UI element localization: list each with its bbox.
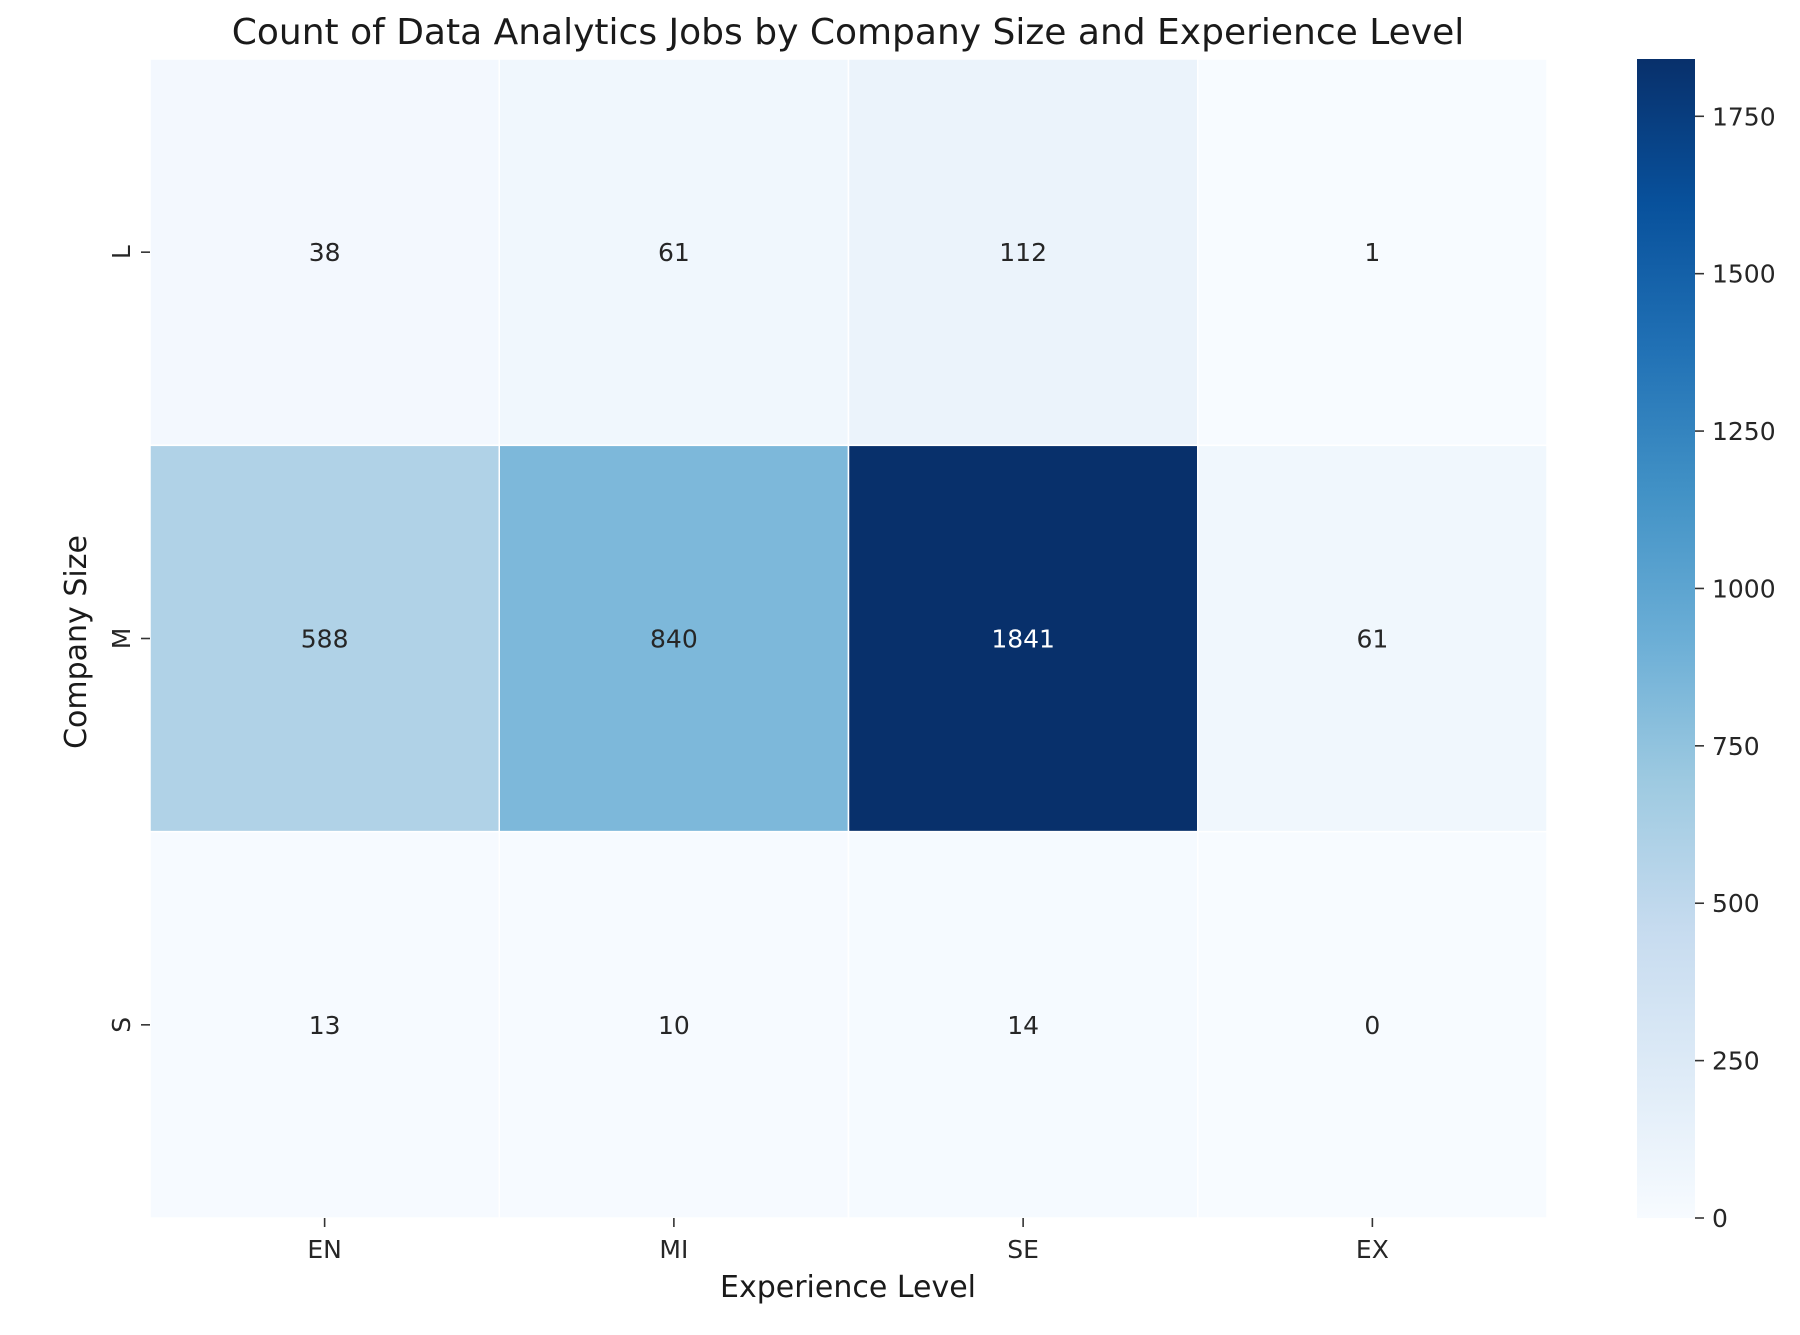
heatmap-cell-L-EN [149,58,500,447]
cell-value-label: 840 [650,625,698,654]
x-tick-label: SE [1007,1235,1039,1264]
cell-value-label: 61 [658,238,690,267]
heatmap-cell-L-SE [847,58,1199,447]
x-tick-label: MI [659,1235,688,1264]
heatmap-cells [149,58,1548,1219]
colorbar-ticks: 0 250 500 750 1000 1250 1500 1750 [1695,102,1776,1233]
y-tick-label: L [107,245,136,259]
cell-value-label: 1 [1364,238,1380,267]
y-axis-label: Company Size [59,535,94,749]
colorbar [1637,59,1695,1218]
heatmap-cell-labels: 38 61 112 1 588 840 1841 61 13 10 14 0 [301,238,1389,1040]
cell-value-label: 588 [301,625,349,654]
colorbar-tick-label: 1500 [1712,260,1776,289]
colorbar-tick-label: 1250 [1712,417,1776,446]
heatmap-cell-L-MI [498,58,850,447]
colorbar-tick-label: 1750 [1712,102,1776,131]
x-tick-label: EN [307,1235,342,1264]
cell-value-label: 1841 [991,625,1055,654]
heatmap-cell-S-EX [1197,830,1548,1219]
x-axis-ticks: EN MI SE EX [307,1218,1389,1264]
chart-title: Count of Data Analytics Jobs by Company … [232,12,1465,53]
heatmap-cell-S-MI [498,830,850,1219]
heatmap-cell-M-EN [149,444,500,833]
heatmap-cell-M-MI [498,444,850,833]
y-axis-ticks: L M S [107,245,150,1033]
colorbar-tick-label: 0 [1712,1204,1728,1233]
heatmap-cell-M-SE [847,444,1199,833]
y-tick-label: S [107,1017,136,1033]
heatmap-cell-L-EX [1197,58,1548,447]
cell-value-label: 10 [658,1011,690,1040]
heatmap-cell-M-EX [1197,444,1548,833]
cell-value-label: 38 [309,238,341,267]
cell-value-label: 112 [999,238,1047,267]
cell-value-label: 0 [1364,1011,1380,1040]
colorbar-tick-label: 250 [1712,1047,1760,1076]
cell-value-label: 13 [309,1011,341,1040]
cell-value-label: 61 [1356,625,1388,654]
y-tick-label: M [107,628,136,650]
x-tick-label: EX [1356,1235,1389,1264]
colorbar-tick-label: 1000 [1712,574,1776,603]
colorbar-tick-label: 500 [1712,889,1760,918]
cell-value-label: 14 [1007,1011,1039,1040]
x-axis-label: Experience Level [720,1270,976,1305]
colorbar-tick-label: 750 [1712,732,1760,761]
